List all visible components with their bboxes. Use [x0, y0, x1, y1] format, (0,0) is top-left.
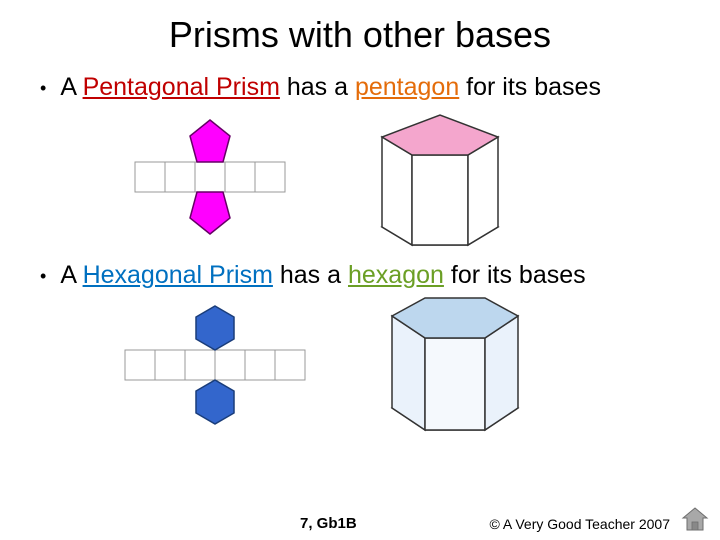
- home-icon[interactable]: [680, 504, 710, 534]
- term-hexagonal-prism: Hexagonal Prism: [83, 261, 273, 289]
- copyright: © A Very Good Teacher 2007: [489, 516, 670, 532]
- bullet-text-hexagonal: A Hexagonal Prism has a hexagon for its …: [60, 260, 690, 292]
- term-pentagonal-prism: Pentagonal Prism: [83, 73, 280, 101]
- page-number: 7, Gb1B: [300, 515, 357, 532]
- pentagonal-prism-diagram: [370, 107, 510, 247]
- bullet-text-pentagonal: A Pentagonal Prism has a pentagon for it…: [60, 72, 690, 104]
- term-pentagon: pentagon: [355, 73, 459, 101]
- pentagonal-figures: [110, 112, 690, 242]
- slide: Prisms with other bases • A Pentagonal P…: [0, 0, 720, 540]
- pentagonal-net-diagram: [110, 112, 310, 242]
- hexagonal-figures: [110, 300, 690, 430]
- bullet-dot: •: [40, 260, 46, 292]
- hexagonal-net-diagram: [110, 300, 320, 430]
- hexagonal-prism-diagram: [380, 290, 530, 440]
- slide-title: Prisms with other bases: [30, 14, 690, 56]
- term-hexagon: hexagon: [348, 261, 444, 289]
- bullet-pentagonal: • A Pentagonal Prism has a pentagon for …: [40, 72, 690, 104]
- bullet-dot: •: [40, 72, 46, 104]
- bullet-hexagonal: • A Hexagonal Prism has a hexagon for it…: [40, 260, 690, 292]
